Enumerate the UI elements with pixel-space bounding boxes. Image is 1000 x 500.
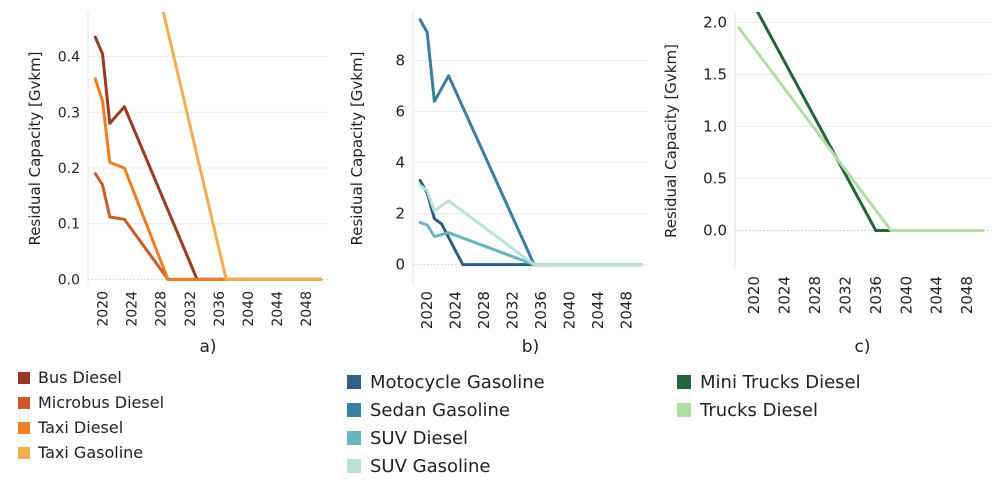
x-tick-label: 2044 xyxy=(928,276,946,314)
x-tick-label: 2024 xyxy=(775,276,793,314)
y-tick-label: 0.2 xyxy=(58,161,80,177)
legend-a: Bus Diesel Microbus Diesel Taxi Diesel T… xyxy=(18,365,164,465)
y-axis-label: Residual Capacity [Gvkm] xyxy=(662,44,680,238)
x-tick-label: 2040 xyxy=(897,276,915,314)
legend-item: Taxi Gasoline xyxy=(18,440,164,465)
x-tick-label: 2040 xyxy=(241,291,257,327)
legend-label: Sedan Gasoline xyxy=(370,399,510,421)
legend-label: Taxi Gasoline xyxy=(38,443,144,462)
series-group xyxy=(93,12,323,281)
panel-caption: b) xyxy=(522,337,539,357)
x-tick-label: 2028 xyxy=(806,276,824,314)
y-tick-label: 0.4 xyxy=(58,50,80,66)
x-tick-label: 2032 xyxy=(183,291,199,327)
y-tick-label: 0.3 xyxy=(58,105,80,121)
series-line xyxy=(737,26,984,232)
legend-swatch xyxy=(347,375,361,389)
legend-item: SUV Gasoline xyxy=(347,452,545,480)
legend-label: Motocycle Gasoline xyxy=(370,371,545,393)
legend-c: Mini Trucks Diesel Trucks Diesel xyxy=(677,368,861,424)
y-tick-label: 0 xyxy=(395,256,405,274)
chart-panel-2: 0 2 4 6 8 2020 2024 2028 2032 2036 2040 2044 2048 Res… xyxy=(348,12,648,357)
legend-item: Mini Trucks Diesel xyxy=(677,368,861,396)
legend-item: Trucks Diesel xyxy=(677,396,861,424)
x-tick-label: 2036 xyxy=(867,276,885,314)
x-tick-label: 2024 xyxy=(125,291,141,327)
x-tick-label: 2044 xyxy=(270,291,286,327)
legend-item: Sedan Gasoline xyxy=(347,396,545,424)
series-line xyxy=(93,35,323,281)
x-tick-label: 2020 xyxy=(745,276,763,314)
x-tick-label: 2028 xyxy=(154,291,170,327)
y-tick-label: 4 xyxy=(395,154,405,172)
x-tick-label: 2028 xyxy=(475,291,493,329)
series-line xyxy=(418,178,643,267)
y-tick-label: 1.5 xyxy=(703,65,727,83)
legend-label: Microbus Diesel xyxy=(38,393,165,412)
legend-swatch xyxy=(677,403,691,417)
y-tick-label: 0.0 xyxy=(58,272,80,288)
legend-b: Motocycle Gasoline Sedan Gasoline SUV Di… xyxy=(347,368,545,480)
x-tick-label: 2024 xyxy=(447,291,465,329)
legend-label: SUV Gasoline xyxy=(370,455,491,477)
legend-swatch xyxy=(18,421,30,434)
legend-swatch xyxy=(347,403,361,417)
legend-item: Bus Diesel xyxy=(18,365,164,390)
chart-panel-1: 0.0 0.1 0.2 0.3 0.4 2020 2024 2028 2032 2036 2040 2… xyxy=(26,12,328,357)
y-tick-label: 0.1 xyxy=(58,217,80,233)
x-tick-label: 2020 xyxy=(418,291,436,329)
legend-item: Microbus Diesel xyxy=(18,390,164,415)
y-tick-label: 0.0 xyxy=(703,221,727,239)
x-tick-label: 2032 xyxy=(836,276,854,314)
x-tick-label: 2048 xyxy=(299,291,315,327)
series-line xyxy=(418,184,643,267)
y-tick-label: 1.0 xyxy=(703,117,727,135)
series-line xyxy=(93,172,323,281)
x-tick-label: 2040 xyxy=(561,291,579,329)
series-group xyxy=(737,12,984,232)
series-line xyxy=(161,12,323,281)
legend-label: Mini Trucks Diesel xyxy=(700,371,861,393)
panel-caption: c) xyxy=(855,337,871,357)
x-tick-label: 2048 xyxy=(618,291,636,329)
y-axis-label: Residual Capacity [Gvkm] xyxy=(348,52,366,246)
series-group xyxy=(418,18,643,267)
y-tick-label: 6 xyxy=(395,103,405,121)
legend-swatch xyxy=(18,446,30,459)
legend-swatch xyxy=(677,375,691,389)
x-tick-label: 2036 xyxy=(532,291,550,329)
legend-swatch xyxy=(347,459,361,473)
legend-swatch xyxy=(347,431,361,445)
y-tick-label: 8 xyxy=(395,51,405,69)
legend-label: SUV Diesel xyxy=(370,427,469,449)
series-line xyxy=(93,77,323,281)
legend-label: Taxi Diesel xyxy=(38,418,124,437)
legend-label: Bus Diesel xyxy=(38,368,122,387)
legend-item: SUV Diesel xyxy=(347,424,545,452)
legend-label: Trucks Diesel xyxy=(700,399,818,421)
x-tick-label: 2048 xyxy=(958,276,976,314)
x-tick-label: 2036 xyxy=(212,291,228,327)
y-tick-label: 2 xyxy=(395,205,405,223)
y-axis-label: Residual Capacity [Gvkm] xyxy=(26,52,44,246)
x-tick-label: 2044 xyxy=(589,291,607,329)
y-tick-label: 0.5 xyxy=(703,169,727,187)
panel-caption: a) xyxy=(199,337,216,357)
legend-item: Motocycle Gasoline xyxy=(347,368,545,396)
x-tick-label: 2020 xyxy=(96,291,112,327)
legend-item: Taxi Diesel xyxy=(18,415,164,440)
legend-swatch xyxy=(18,371,30,384)
chart-panel-3: 0.0 0.5 1.0 1.5 2.0 2020 2024 2028 2032 2036 2040 2… xyxy=(662,12,990,357)
legend-swatch xyxy=(18,396,30,409)
x-tick-label: 2032 xyxy=(504,291,522,329)
y-tick-label: 2.0 xyxy=(703,13,727,31)
series-line xyxy=(418,18,643,267)
